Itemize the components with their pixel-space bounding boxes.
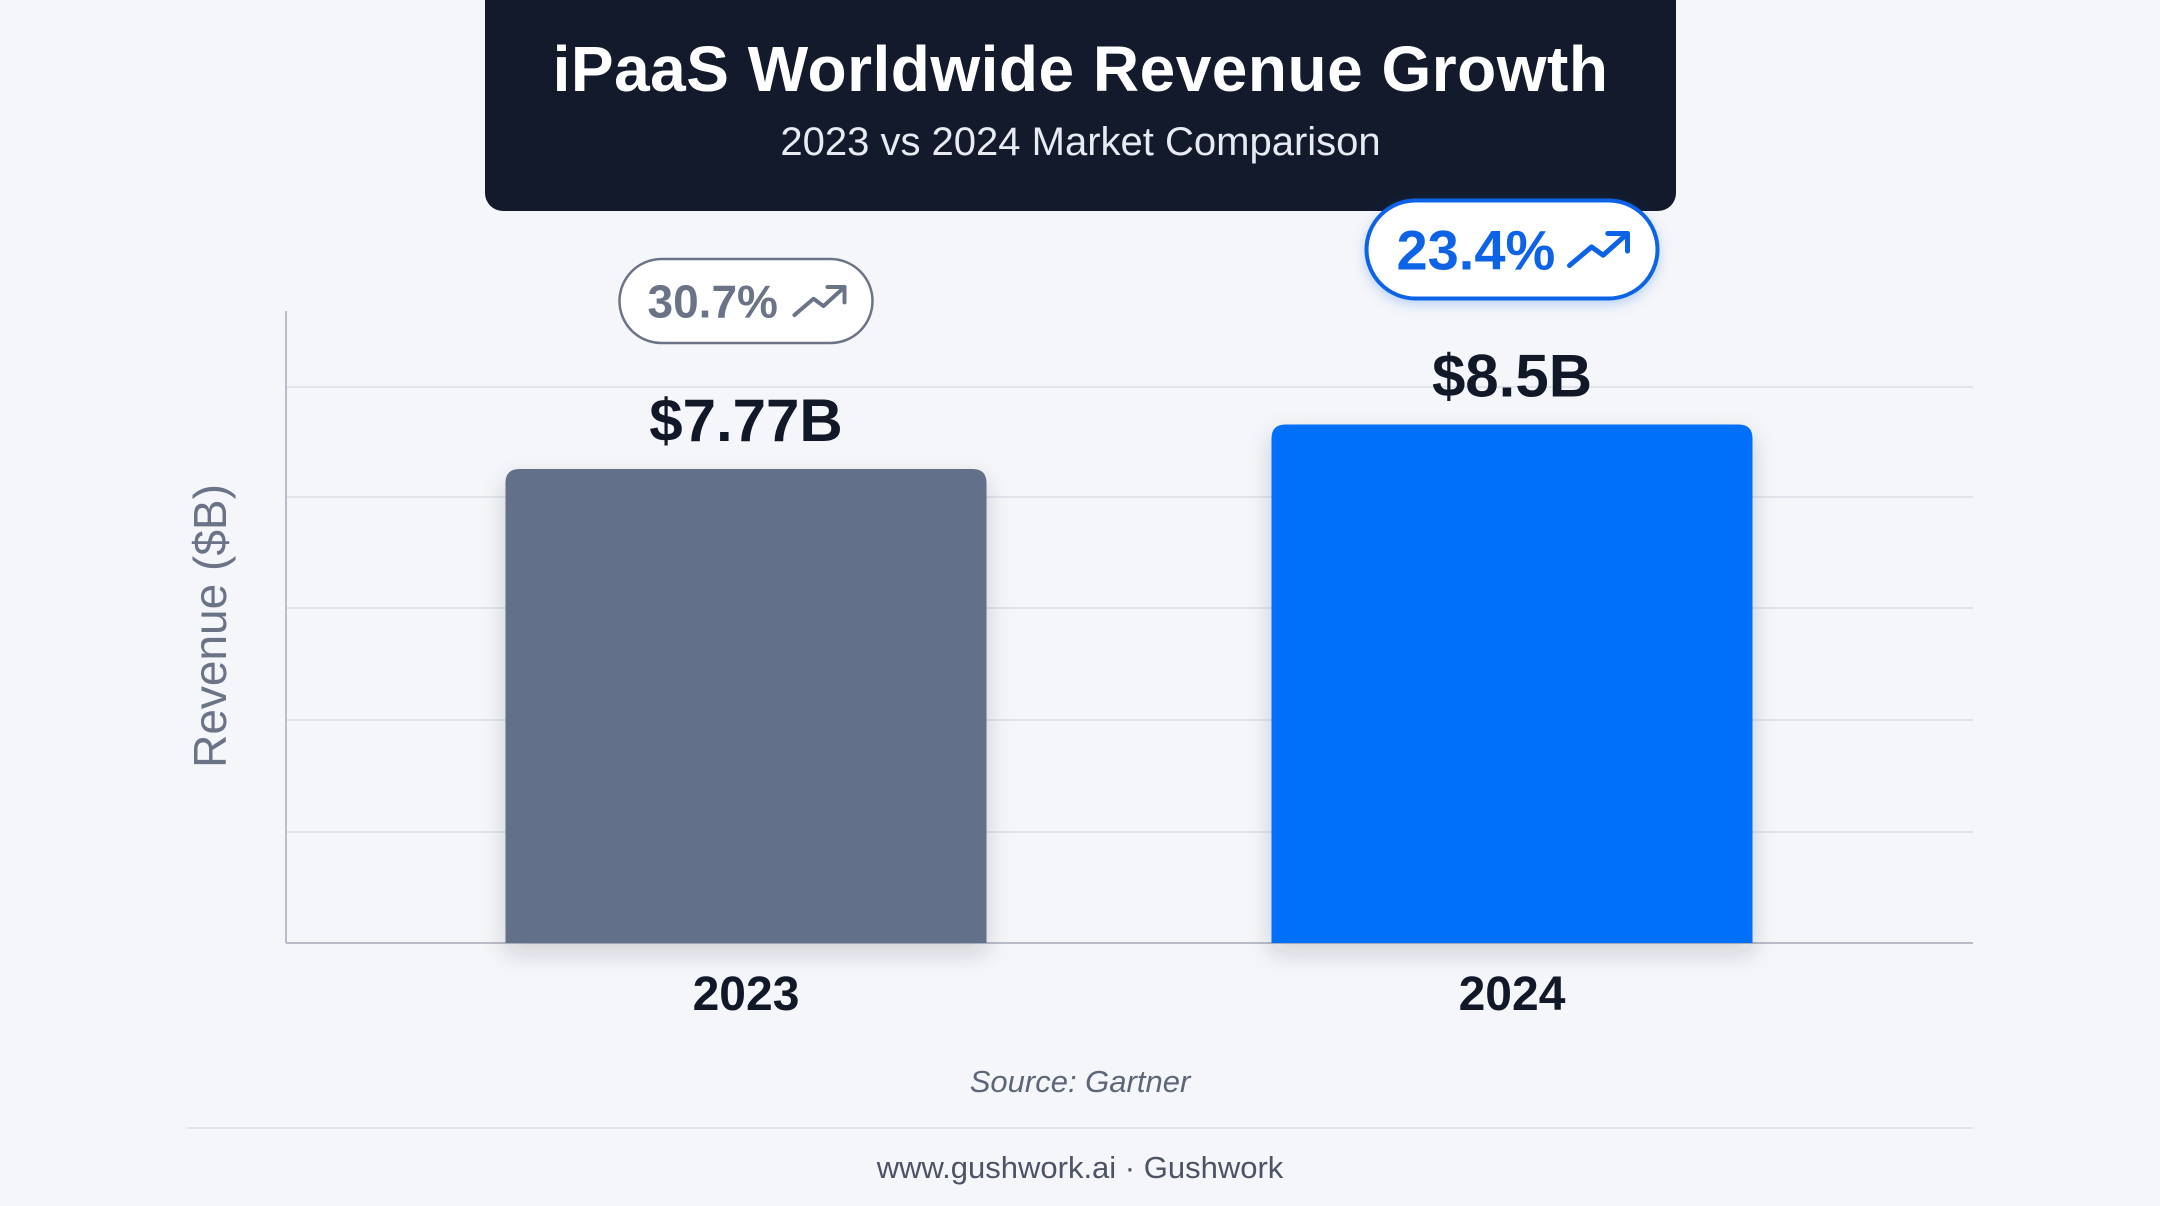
growth-label: 30.7% — [648, 276, 778, 328]
value-label: $8.5B — [1432, 343, 1592, 410]
growth-badge: 23.4% — [1364, 198, 1660, 301]
title-banner: iPaaS Worldwide Revenue Growth 2023 vs 2… — [485, 0, 1676, 211]
labels: 2023 $7.77B 30.7% 2024 $8.5B 23.4% — [618, 198, 1660, 1021]
trending-up-icon — [1567, 231, 1630, 268]
x-tick-label: 2024 — [1459, 968, 1566, 1021]
footer-divider — [187, 1127, 1973, 1129]
source-note: Source: Gartner — [969, 1064, 1191, 1099]
growth-badge-pill — [618, 257, 874, 345]
value-label: $7.77B — [649, 387, 842, 454]
growth-label: 23.4% — [1397, 219, 1556, 282]
chart-title: iPaaS Worldwide Revenue Growth — [552, 33, 1609, 105]
growth-badge-pill — [1364, 198, 1660, 301]
bars — [505, 424, 1753, 943]
footer-credit: www.gushwork.ai · Gushwork — [876, 1150, 1284, 1185]
bar-2023 — [505, 469, 987, 943]
x-tick-label: 2023 — [693, 968, 800, 1021]
bar-2024 — [1271, 424, 1753, 943]
growth-badge: 30.7% — [618, 257, 874, 345]
y-axis-label: Revenue ($B) — [184, 484, 236, 768]
trending-up-icon — [792, 285, 847, 318]
chart-subtitle: 2023 vs 2024 Market Comparison — [780, 120, 1381, 164]
